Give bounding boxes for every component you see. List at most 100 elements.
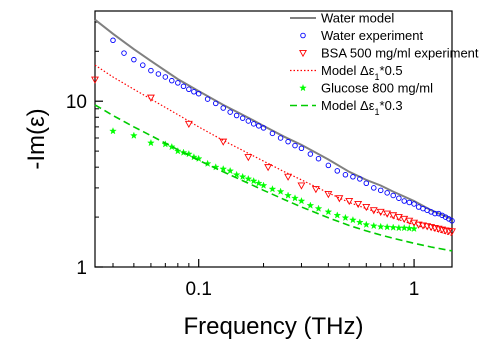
x-tick-label: 0.1 bbox=[185, 279, 211, 300]
data-point bbox=[354, 200, 363, 209]
data-point bbox=[341, 213, 350, 222]
data-point bbox=[276, 187, 285, 195]
data-point bbox=[390, 192, 396, 199]
data-point bbox=[277, 135, 284, 141]
data-point bbox=[342, 172, 349, 178]
data-point bbox=[383, 210, 392, 218]
data-point bbox=[369, 207, 378, 215]
data-point bbox=[194, 154, 203, 162]
data-point bbox=[371, 185, 377, 191]
data-point bbox=[233, 112, 240, 119]
data-point bbox=[314, 204, 323, 212]
legend: Water model Water experiment BSA 500 mg/ml… bbox=[290, 11, 479, 117]
data-point bbox=[363, 180, 370, 186]
data-point bbox=[383, 223, 391, 231]
data-point bbox=[297, 182, 306, 190]
legend-swatch bbox=[300, 32, 306, 39]
data-point bbox=[238, 172, 247, 181]
data-point bbox=[362, 204, 371, 212]
data-point bbox=[324, 207, 333, 216]
data-point bbox=[219, 138, 228, 146]
data-point bbox=[400, 215, 409, 224]
data-point bbox=[324, 191, 333, 199]
data-point bbox=[186, 86, 192, 93]
data-point bbox=[292, 142, 298, 149]
legend-label: BSA 500 mg/ml experiment bbox=[321, 46, 479, 61]
data-point bbox=[131, 56, 137, 63]
data-point bbox=[91, 76, 99, 84]
legend-item: Model Δε1*0.3 bbox=[290, 98, 403, 117]
data-point bbox=[357, 176, 363, 182]
data-point bbox=[406, 199, 413, 206]
data-point bbox=[268, 185, 277, 193]
data-point bbox=[213, 100, 219, 107]
data-point bbox=[260, 125, 267, 131]
data-point bbox=[396, 195, 402, 201]
data-point bbox=[291, 194, 299, 202]
data-point bbox=[350, 174, 356, 180]
data-point bbox=[168, 142, 176, 151]
data-point bbox=[405, 217, 414, 225]
data-point bbox=[356, 218, 364, 226]
y-axis-label: -Im(ε) bbox=[23, 108, 50, 169]
data-point bbox=[249, 177, 258, 185]
legend-swatch bbox=[299, 84, 307, 92]
data-point bbox=[411, 201, 417, 207]
legend-label: Water experiment bbox=[321, 28, 423, 43]
legend-label: Model Δε1*0.3 bbox=[321, 98, 403, 117]
data-point bbox=[254, 179, 263, 187]
legend-swatch bbox=[299, 49, 307, 58]
data-point bbox=[259, 181, 268, 189]
data-point bbox=[410, 224, 418, 233]
data-point bbox=[298, 145, 305, 152]
data-point bbox=[174, 147, 182, 155]
data-point bbox=[349, 216, 357, 224]
series-line bbox=[94, 18, 453, 220]
axis-ticks: 0.1 1 1 10 bbox=[66, 21, 420, 300]
data-point bbox=[255, 123, 262, 129]
data-point bbox=[400, 223, 409, 232]
data-point bbox=[180, 83, 187, 90]
legend-item: Glucose 800 mg/ml bbox=[299, 81, 433, 96]
data-point bbox=[130, 131, 138, 139]
data-point bbox=[334, 168, 341, 174]
data-point bbox=[184, 120, 193, 128]
data-point bbox=[432, 210, 438, 217]
data-point bbox=[239, 115, 246, 121]
x-tick-label: 1 bbox=[409, 279, 420, 300]
data-point bbox=[285, 138, 291, 145]
data-point bbox=[333, 211, 342, 219]
series-line bbox=[94, 104, 453, 252]
x-axis-label: Frequency (THz) bbox=[183, 313, 363, 340]
data-point bbox=[250, 121, 257, 127]
data-point bbox=[315, 155, 322, 162]
data-point bbox=[448, 228, 456, 236]
data-point bbox=[244, 174, 253, 183]
data-point bbox=[405, 224, 414, 232]
data-point bbox=[325, 162, 332, 169]
data-point bbox=[191, 89, 197, 95]
series-3 bbox=[94, 64, 453, 236]
data-point bbox=[389, 223, 397, 231]
data-point bbox=[376, 222, 385, 230]
data-point bbox=[121, 50, 127, 56]
data-point bbox=[140, 62, 146, 68]
data-point bbox=[148, 67, 154, 74]
data-point bbox=[395, 223, 403, 232]
series-0 bbox=[94, 18, 453, 220]
series-5 bbox=[94, 104, 453, 252]
data-point bbox=[162, 74, 169, 80]
legend-label: Model Δε1*0.5 bbox=[321, 63, 403, 82]
data-point bbox=[185, 150, 193, 158]
data-point bbox=[307, 151, 314, 157]
data-point bbox=[110, 37, 116, 44]
data-point bbox=[109, 127, 117, 135]
data-point bbox=[195, 90, 202, 97]
data-point bbox=[377, 187, 384, 194]
data-point bbox=[245, 118, 252, 124]
data-point bbox=[389, 212, 398, 220]
data-point bbox=[384, 190, 390, 196]
series-line bbox=[94, 64, 453, 236]
data-point bbox=[155, 71, 162, 77]
